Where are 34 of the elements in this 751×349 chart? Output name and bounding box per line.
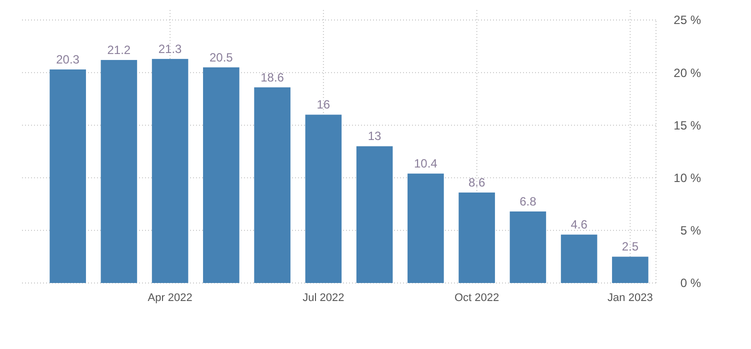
- bar: [305, 114, 342, 283]
- bar: [152, 58, 188, 283]
- data-label: 8.6: [468, 176, 486, 190]
- x-tick-label: Jul 2022: [302, 292, 344, 304]
- data-label: 21.2: [107, 42, 131, 57]
- data-label: 21.3: [158, 42, 182, 56]
- bar: [408, 174, 444, 283]
- data-label: 2.5: [622, 240, 639, 254]
- bar: [510, 211, 546, 283]
- data-label: 10.4: [414, 156, 438, 171]
- bar: [356, 146, 393, 283]
- x-tick-label: Apr 2022: [148, 292, 192, 304]
- bar: [560, 234, 598, 283]
- data-label: 4.6: [570, 218, 588, 232]
- y-tick-label: 5 %: [680, 224, 702, 238]
- y-tick-label: 15 %: [674, 118, 702, 132]
- data-label: 20.5: [210, 50, 234, 64]
- data-label: 20.3: [56, 52, 80, 66]
- bar: [612, 256, 648, 283]
- x-tick-label: Jan 2023: [608, 292, 653, 304]
- x-tick-label: Oct 2022: [454, 292, 500, 304]
- bar: [50, 69, 86, 283]
- bar: [458, 192, 495, 283]
- bar: [100, 60, 138, 283]
- y-tick-label: 10 %: [674, 171, 702, 185]
- y-tick-label: 20 %: [674, 66, 702, 80]
- data-label: 6.8: [520, 194, 537, 208]
- y-tick-label: 25 %: [674, 13, 702, 28]
- data-label: 16: [316, 98, 330, 112]
- data-label: 13: [368, 129, 382, 144]
- y-tick-label: 0 %: [680, 276, 702, 290]
- bar: [203, 67, 240, 283]
- bar: [254, 87, 290, 283]
- data-label: 18.6: [260, 70, 284, 84]
